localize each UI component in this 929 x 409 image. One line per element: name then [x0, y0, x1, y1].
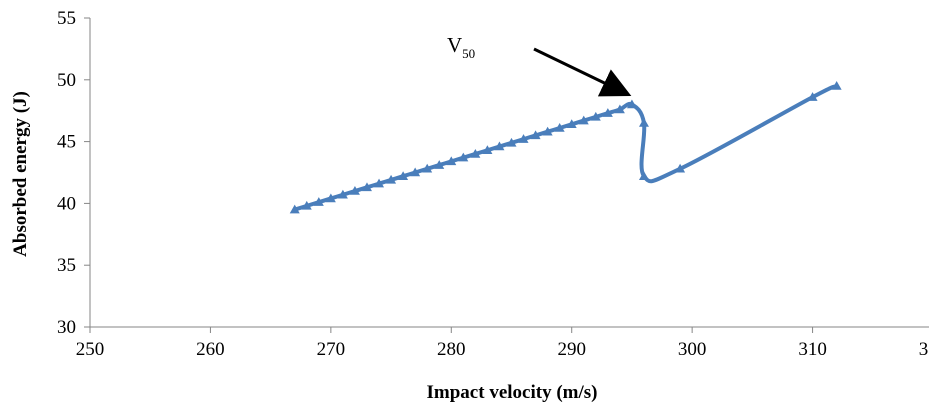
series — [292, 83, 839, 212]
data-point-marker — [590, 111, 601, 121]
data-point-marker — [470, 148, 481, 158]
data-point-marker — [578, 115, 589, 125]
v50-arrow — [533, 47, 632, 97]
x-tick-label: 290 — [557, 339, 586, 360]
data-point-marker — [325, 193, 336, 203]
data-point-marker — [482, 145, 493, 155]
data-point-marker — [434, 160, 445, 169]
data-point-marker — [494, 141, 505, 151]
data-point-marker — [386, 174, 397, 184]
v50-annotation-label: V50 — [447, 33, 475, 61]
y-axis-title: Absorbed energy (J) — [10, 91, 31, 257]
x-axis-title: Impact velocity (m/s) — [427, 382, 598, 403]
data-point-marker — [337, 189, 348, 199]
x-tick-label: 270 — [317, 339, 346, 360]
data-point-marker — [602, 108, 613, 117]
data-point-marker — [638, 171, 649, 180]
data-point-marker — [518, 134, 529, 143]
data-point-marker — [831, 80, 842, 90]
data-point-marker — [614, 104, 625, 114]
y-tick-label: 50 — [57, 70, 76, 91]
y-tick-label: 35 — [57, 255, 76, 276]
data-point-marker — [374, 178, 385, 188]
annotations: V50 — [447, 33, 632, 97]
data-point-marker — [542, 126, 553, 136]
data-point-marker — [361, 182, 372, 192]
data-point-marker — [506, 137, 517, 147]
data-point-marker — [530, 130, 541, 140]
data-point-marker — [807, 92, 818, 101]
data-point-marker — [410, 167, 421, 177]
data-point-marker — [422, 163, 433, 173]
data-point-marker — [398, 171, 409, 180]
data-point-marker — [675, 163, 686, 173]
data-point-marker — [289, 204, 300, 214]
x-tick-label: 280 — [437, 339, 466, 360]
tick-labels: 30 35 40 45 50 55 250 260 270 280 290 300 310 320 — [57, 8, 929, 360]
data-point-marker — [446, 156, 457, 166]
y-tick-label: 55 — [57, 8, 76, 29]
x-tick-label: 320 — [919, 339, 929, 360]
x-tick-label: 250 — [76, 339, 105, 360]
data-point-marker — [566, 119, 577, 129]
x-tick-label: 310 — [798, 339, 827, 360]
y-tick-label: 40 — [57, 193, 76, 214]
y-tick-label: 30 — [57, 317, 76, 338]
data-point-marker — [626, 99, 637, 109]
data-point-marker — [313, 197, 324, 206]
data-point-marker — [301, 200, 312, 210]
series-line — [292, 83, 839, 212]
data-point-marker — [638, 118, 649, 127]
x-tick-label: 260 — [196, 339, 225, 360]
v50-annotation-subscript: 50 — [462, 46, 475, 61]
markers — [289, 80, 842, 214]
axes — [84, 17, 929, 333]
data-point-marker — [554, 123, 565, 132]
y-tick-label: 45 — [57, 132, 76, 153]
x-tick-label: 300 — [678, 339, 707, 360]
data-point-marker — [349, 186, 360, 195]
data-point-marker — [458, 152, 469, 162]
